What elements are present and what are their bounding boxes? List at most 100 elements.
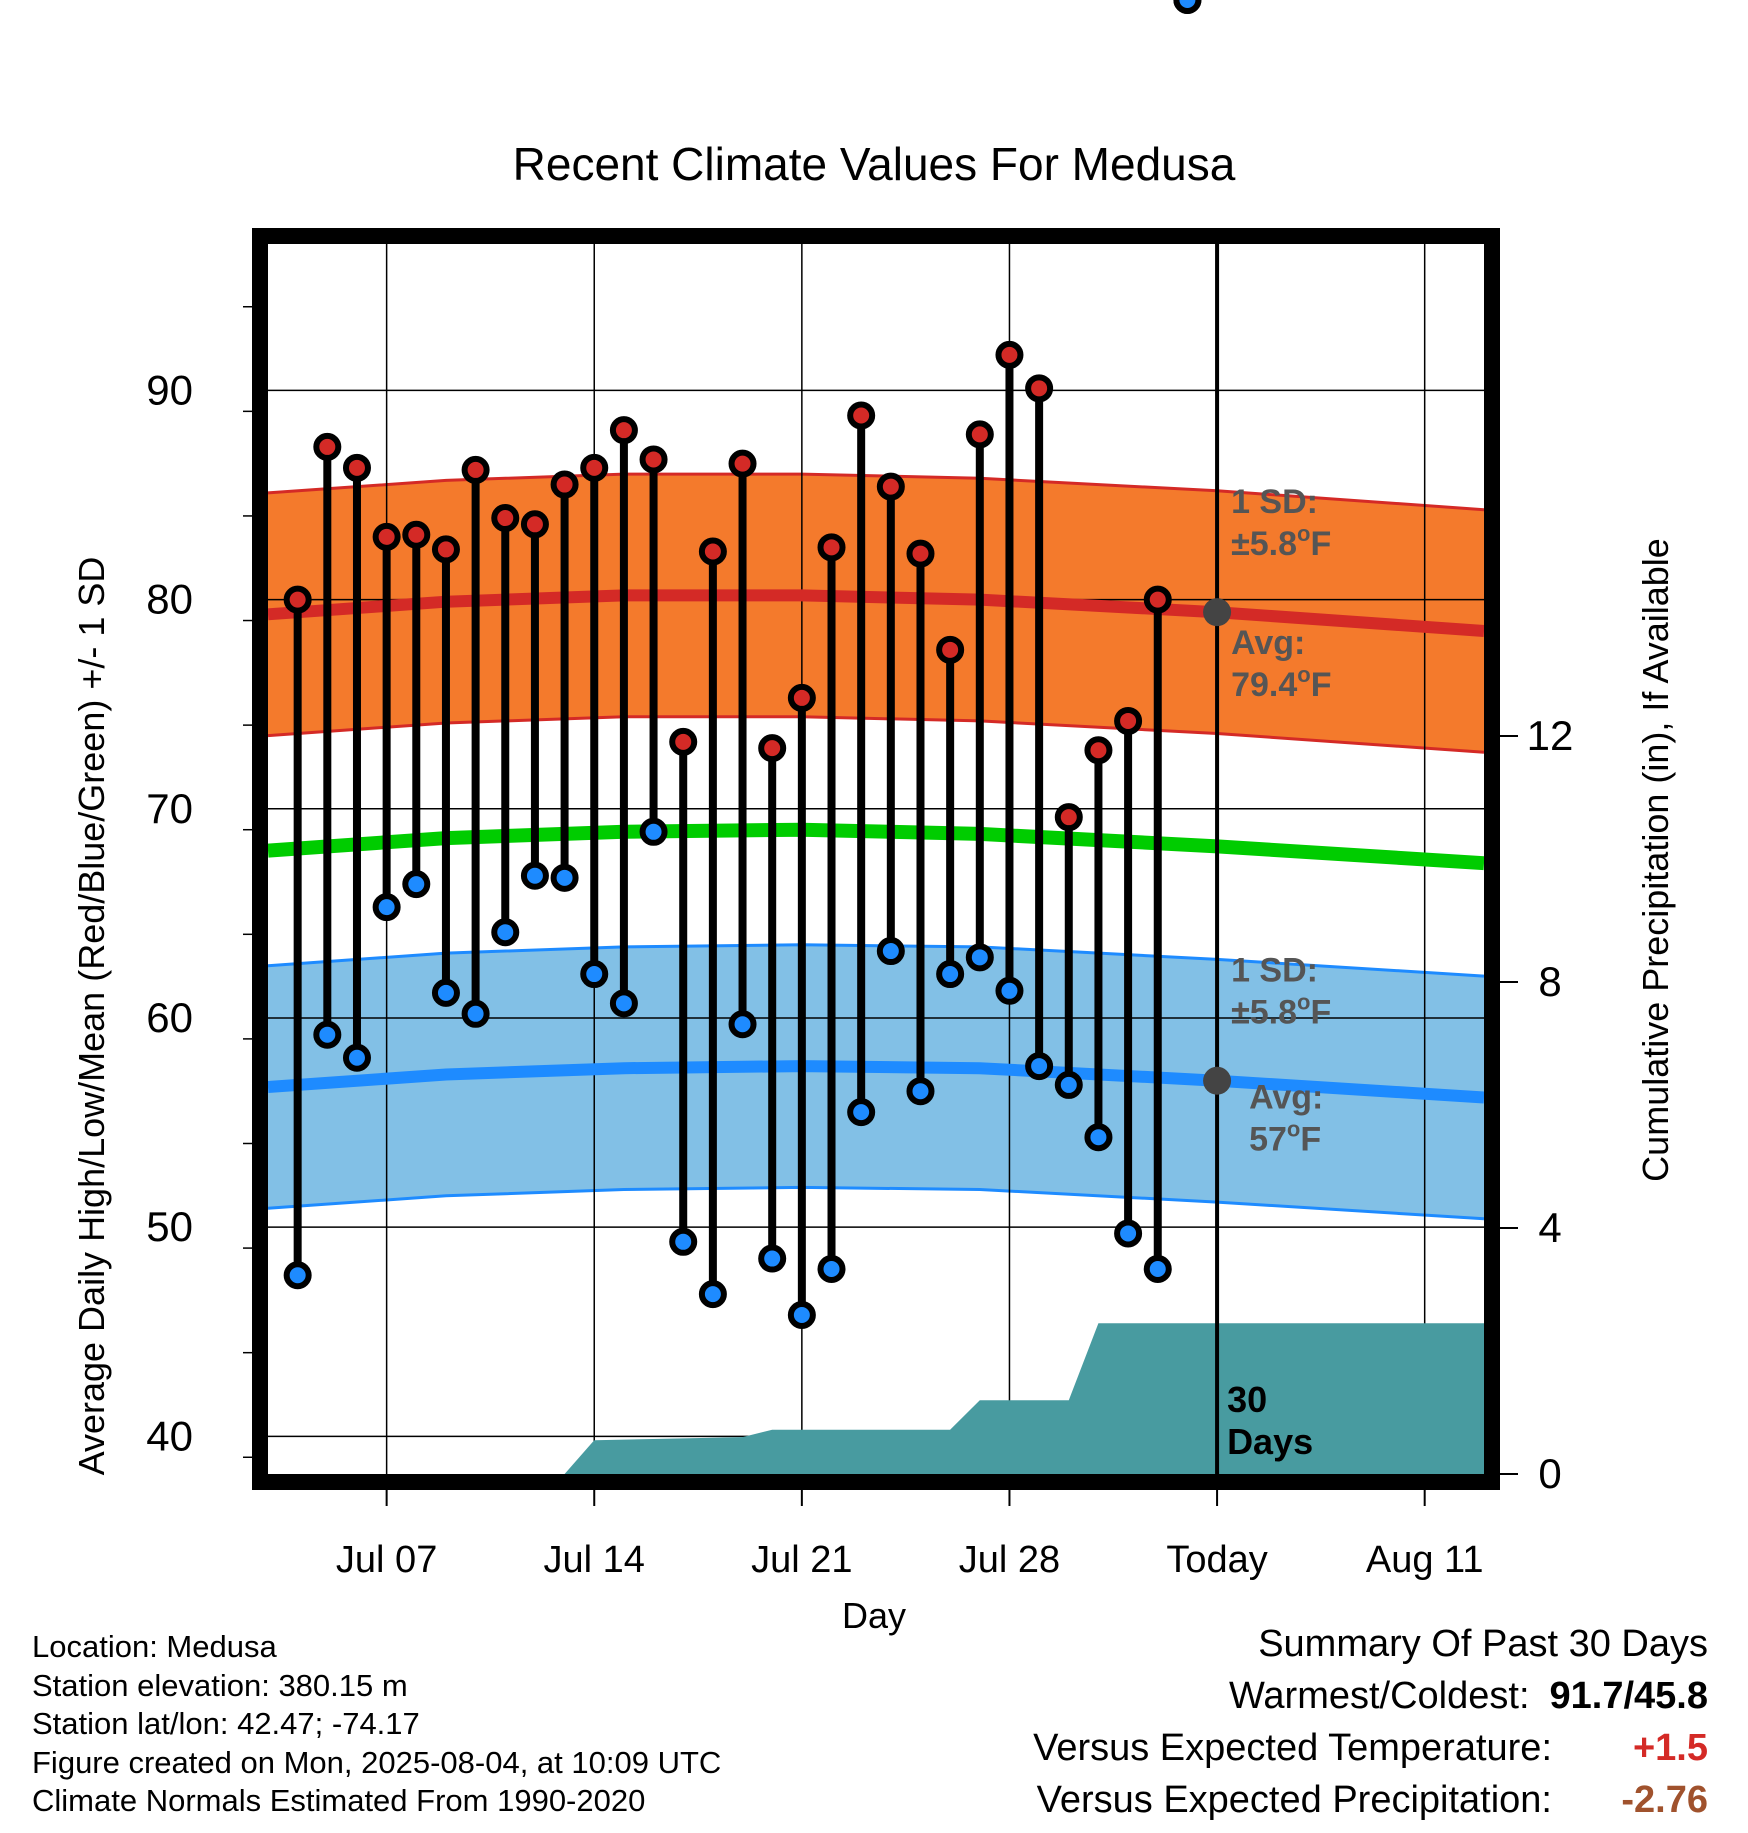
summary-precipitation: Versus Expected Precipitation: -2.76 bbox=[1033, 1774, 1708, 1826]
daily-high-point bbox=[550, 470, 579, 499]
daily-low-point bbox=[995, 976, 1024, 1005]
daily-high-point bbox=[431, 535, 460, 564]
station-location: Location: Medusa bbox=[32, 1629, 277, 1664]
daily-low-point bbox=[342, 1043, 371, 1072]
days-annotation-line2: Days bbox=[1227, 1421, 1313, 1462]
summary-temperature: Versus Expected Temperature: +1.5 bbox=[1033, 1722, 1708, 1774]
summary-panel: Summary Of Past 30 Days Warmest/Coldest:… bbox=[1033, 1618, 1708, 1826]
climate-normals-note: Climate Normals Estimated From 1990-2020 bbox=[32, 1783, 646, 1818]
y-tick-label-60: 60 bbox=[146, 994, 193, 1041]
chart-title: Recent Climate Values For Medusa bbox=[513, 138, 1236, 190]
daily-low-point bbox=[817, 1255, 846, 1283]
y-tick-label-50: 50 bbox=[146, 1203, 193, 1250]
daily-low-point bbox=[639, 817, 668, 846]
temp-label: Versus Expected Temperature: bbox=[1033, 1727, 1552, 1769]
y-axis-label: Average Daily High/Low/Mean (Red/Blue/Gr… bbox=[71, 557, 112, 1476]
daily-low-point bbox=[758, 1244, 787, 1273]
y-tick-label-70: 70 bbox=[146, 785, 193, 832]
daily-low-point bbox=[1084, 1123, 1113, 1152]
x-axis-label: Day bbox=[842, 1595, 906, 1636]
warmest-coldest-label: Warmest/Coldest: bbox=[1228, 1675, 1530, 1717]
high-sd-band bbox=[268, 474, 1484, 753]
daily-high-point bbox=[1143, 585, 1172, 614]
daily-high-point bbox=[995, 340, 1024, 369]
daily-high-point bbox=[787, 683, 816, 712]
daily-low-point bbox=[313, 1020, 342, 1049]
plot-frame bbox=[252, 228, 1500, 1490]
x-tick-label-jul-28: Jul 28 bbox=[959, 1539, 1060, 1581]
temp-value: +1.5 bbox=[1632, 1727, 1708, 1769]
daily-low-point bbox=[431, 978, 460, 1007]
daily-high-point bbox=[491, 504, 520, 533]
daily-low-point bbox=[550, 863, 579, 892]
daily-low-point bbox=[372, 893, 401, 922]
daily-low-point bbox=[1114, 1219, 1143, 1248]
daily-high-point bbox=[639, 445, 668, 474]
low-avg-annotation-line2: 57oF bbox=[1249, 1117, 1321, 1159]
figure-created: Figure created on Mon, 2025-08-04, at 10… bbox=[32, 1744, 722, 1780]
daily-mean-line bbox=[267, 822, 1485, 871]
today-high-normal-marker bbox=[1203, 598, 1232, 627]
daily-high-point bbox=[1114, 706, 1143, 735]
daily-low-point bbox=[876, 937, 905, 966]
daily-high-point bbox=[1025, 374, 1054, 403]
daily-low-point bbox=[1025, 1052, 1054, 1081]
daily-low-point bbox=[906, 1077, 935, 1106]
daily-high-point bbox=[698, 537, 727, 566]
precip-label: Versus Expected Precipitation: bbox=[1036, 1779, 1552, 1821]
x-tick-label-today: Today bbox=[1166, 1539, 1267, 1581]
daily-high-point bbox=[936, 635, 965, 664]
daily-low-point bbox=[491, 918, 520, 947]
high-sd-annotation-line1: 1 SD: bbox=[1231, 483, 1318, 521]
daily-high-point bbox=[817, 533, 846, 562]
low-sd-annotation-line2: ±5.8oF bbox=[1231, 989, 1331, 1031]
days-annotation-line1: 30 bbox=[1227, 1379, 1267, 1420]
x-tick-label-jul-14: Jul 14 bbox=[544, 1539, 645, 1581]
warmest-coldest-value: 91.7/45.8 bbox=[1549, 1675, 1708, 1717]
daily-high-point bbox=[609, 416, 638, 445]
daily-low-point bbox=[461, 999, 490, 1028]
daily-low-point bbox=[1143, 1255, 1172, 1283]
daily-high-point bbox=[461, 455, 490, 484]
daily-high-point bbox=[520, 510, 549, 539]
precip-value: -2.76 bbox=[1621, 1779, 1708, 1821]
daily-high-point bbox=[580, 453, 609, 482]
daily-high-point bbox=[1054, 803, 1083, 832]
daily-high-point bbox=[669, 727, 698, 756]
daily-high-point bbox=[402, 520, 431, 549]
daily-low-point bbox=[402, 870, 431, 899]
daily-low-point bbox=[609, 989, 638, 1018]
daily-high-point bbox=[283, 585, 312, 614]
daily-low-point bbox=[1173, 0, 1202, 14]
daily-low-point bbox=[787, 1301, 816, 1330]
y2-tick-label-8: 8 bbox=[1538, 958, 1561, 1005]
daily-high-point bbox=[847, 401, 876, 430]
summary-title: Summary Of Past 30 Days bbox=[1258, 1623, 1708, 1665]
summary-warmest-coldest: Warmest/Coldest: 91.7/45.8 bbox=[1033, 1670, 1708, 1722]
high-sd-annotation-line2: ±5.8oF bbox=[1231, 521, 1331, 563]
low-avg-annotation-line1: Avg: bbox=[1249, 1079, 1323, 1117]
high-avg-annotation-line2: 79.4oF bbox=[1231, 662, 1331, 704]
daily-low-point bbox=[580, 960, 609, 989]
daily-low-point bbox=[1054, 1070, 1083, 1099]
today-low-normal-marker bbox=[1203, 1066, 1232, 1095]
daily-low-point bbox=[965, 943, 994, 972]
station-info: Location: Medusa Station elevation: 380.… bbox=[32, 1628, 721, 1821]
cumulative-precip-area bbox=[268, 1323, 1484, 1474]
daily-high-point bbox=[906, 539, 935, 568]
x-tick-label-aug-11: Aug 11 bbox=[1366, 1539, 1484, 1581]
daily-low-point bbox=[669, 1227, 698, 1256]
y2-tick-label-4: 4 bbox=[1538, 1204, 1561, 1251]
daily-low-point bbox=[847, 1098, 876, 1127]
daily-high-point bbox=[372, 522, 401, 551]
x-tick-label-jul-21: Jul 21 bbox=[751, 1539, 852, 1581]
daily-high-point bbox=[342, 453, 371, 482]
daily-high-point bbox=[313, 432, 342, 461]
y2-axis-label: Cumulative Precipitation (in), If Availa… bbox=[1635, 538, 1676, 1182]
daily-high-point bbox=[1084, 736, 1113, 765]
y2-tick-label-12: 12 bbox=[1527, 712, 1574, 759]
daily-low-point bbox=[283, 1261, 312, 1290]
y2-tick-label-0: 0 bbox=[1538, 1450, 1561, 1497]
